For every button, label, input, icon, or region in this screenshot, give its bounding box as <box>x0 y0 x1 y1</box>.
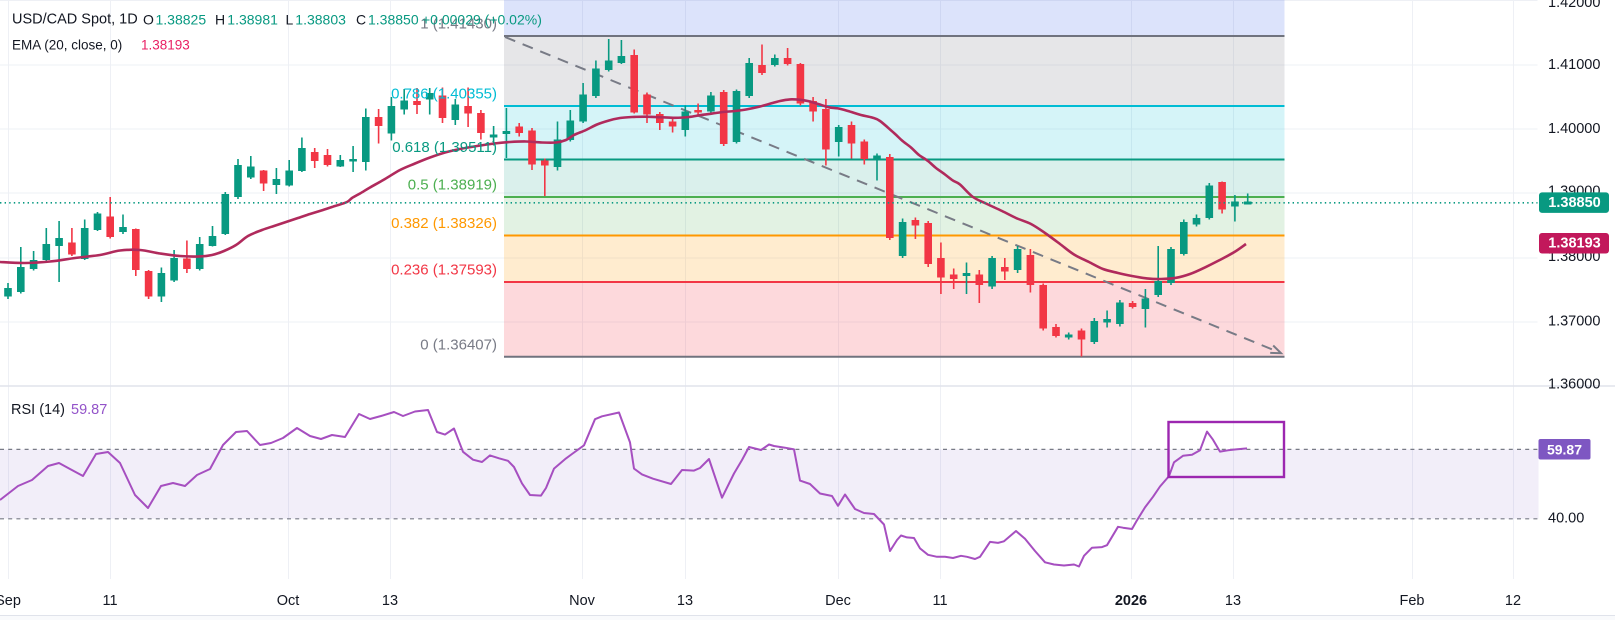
svg-text:11: 11 <box>102 593 117 609</box>
svg-text:0.5 (1.38919): 0.5 (1.38919) <box>408 177 497 194</box>
svg-text:13: 13 <box>677 593 693 609</box>
svg-text:11: 11 <box>932 593 947 609</box>
svg-text:+0.00029 (+0.02%): +0.00029 (+0.02%) <box>422 12 542 28</box>
svg-text:1 (1.41430): 1 (1.41430) <box>420 16 497 33</box>
svg-text:H: H <box>215 12 225 28</box>
svg-text:0.786 (1.40355): 0.786 (1.40355) <box>391 86 497 103</box>
svg-text:1.38850: 1.38850 <box>368 12 419 28</box>
svg-text:1.38981: 1.38981 <box>227 12 278 28</box>
svg-text:C: C <box>356 12 366 28</box>
svg-text:1.37000: 1.37000 <box>1548 314 1600 330</box>
svg-text:1.41000: 1.41000 <box>1548 57 1600 73</box>
svg-text:1.38850: 1.38850 <box>1548 195 1600 211</box>
svg-text:1.38825: 1.38825 <box>156 12 207 28</box>
svg-text:13: 13 <box>382 593 398 609</box>
svg-text:1.38193: 1.38193 <box>1548 236 1600 252</box>
svg-text:1.42000: 1.42000 <box>1548 0 1600 11</box>
svg-text:1.36000: 1.36000 <box>1548 377 1600 393</box>
svg-text:1.40000: 1.40000 <box>1548 121 1600 137</box>
svg-text:1.38803: 1.38803 <box>295 12 346 28</box>
svg-text:Feb: Feb <box>1400 593 1425 609</box>
svg-text:EMA (20, close, 0): EMA (20, close, 0) <box>12 38 122 53</box>
svg-text:0.236 (1.37593): 0.236 (1.37593) <box>391 262 497 279</box>
svg-text:40.00: 40.00 <box>1548 511 1584 527</box>
svg-text:USD/CAD Spot, 1D: USD/CAD Spot, 1D <box>12 12 138 28</box>
svg-text:L: L <box>286 12 294 28</box>
svg-text:Dec: Dec <box>825 593 851 609</box>
svg-text:O: O <box>143 12 154 28</box>
svg-text:0.382 (1.38326): 0.382 (1.38326) <box>391 215 497 232</box>
svg-text:12: 12 <box>1505 593 1521 609</box>
svg-text:0.618 (1.39511): 0.618 (1.39511) <box>392 139 497 156</box>
svg-text:Oct: Oct <box>277 593 300 609</box>
svg-text:Sep: Sep <box>0 593 21 609</box>
svg-text:0 (1.36407): 0 (1.36407) <box>420 336 497 353</box>
svg-text:2026: 2026 <box>1115 593 1147 609</box>
svg-text:1.38193: 1.38193 <box>141 38 190 53</box>
svg-text:59.87: 59.87 <box>1547 441 1582 457</box>
svg-text:59.87: 59.87 <box>71 402 107 418</box>
svg-text:13: 13 <box>1225 593 1241 609</box>
svg-text:Nov: Nov <box>569 593 596 609</box>
svg-text:RSI (14): RSI (14) <box>11 402 65 418</box>
